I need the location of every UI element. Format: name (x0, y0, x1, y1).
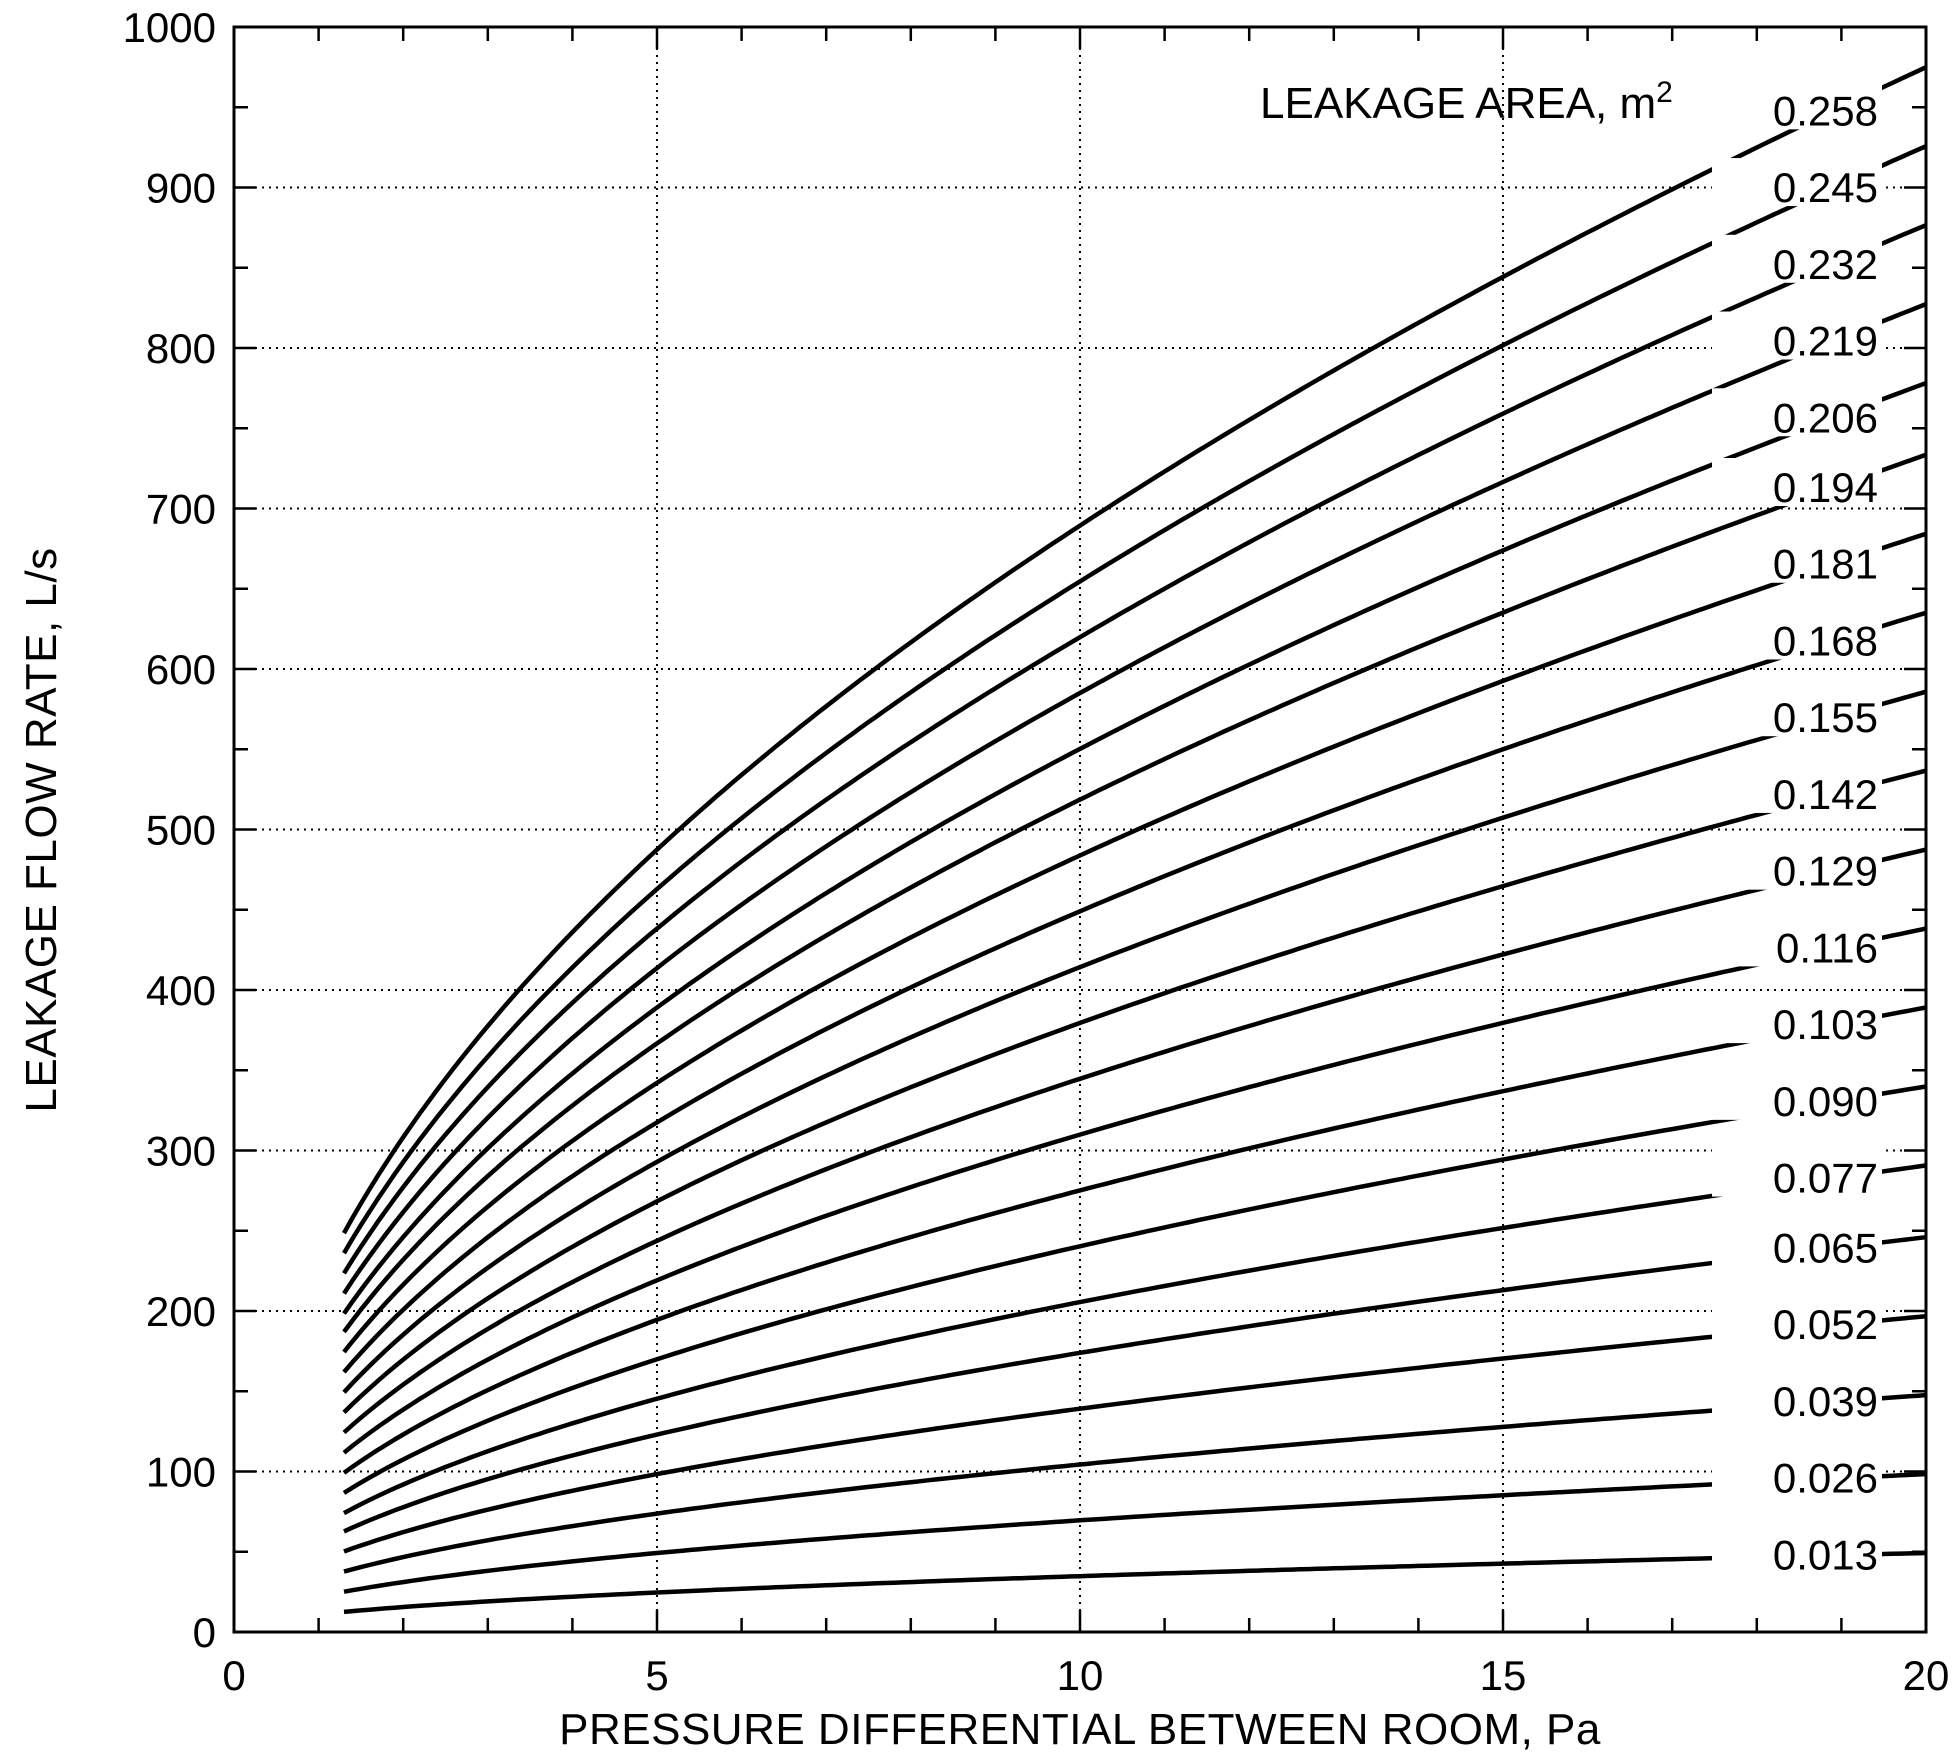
legend-title: LEAKAGE AREA, m2 (1260, 76, 1673, 128)
series-label: 0.039 (1773, 1378, 1878, 1425)
series-label-gap (1712, 764, 1882, 813)
x-tick-label: 10 (1057, 1652, 1104, 1699)
series-label: 0.219 (1773, 318, 1878, 365)
series-line (342, 1163, 1927, 1516)
y-axis-title: LEAKAGE FLOW RATE, L/s (17, 547, 66, 1112)
series-label: 0.194 (1773, 464, 1878, 511)
series-label-gap (1712, 311, 1882, 360)
series-label-gap (1712, 388, 1882, 437)
series-line (342, 689, 1927, 1394)
y-tick-label: 700 (146, 486, 216, 533)
series-label-gap (1712, 1148, 1882, 1197)
series-label: 0.026 (1773, 1455, 1878, 1502)
series-label-gap (1712, 918, 1882, 967)
series-label-gap (1712, 611, 1882, 660)
y-tick-label: 300 (146, 1128, 216, 1175)
series-label: 0.052 (1773, 1301, 1878, 1348)
series-label: 0.168 (1773, 617, 1878, 664)
series-line (342, 452, 1927, 1334)
series-label: 0.090 (1773, 1078, 1878, 1125)
series-label: 0.232 (1773, 241, 1878, 288)
series-line (343, 1550, 1927, 1615)
series-line (342, 1084, 1927, 1495)
series-label-gap (1712, 688, 1882, 737)
series-label: 0.258 (1773, 87, 1878, 134)
series-label: 0.077 (1773, 1155, 1878, 1202)
series-line (343, 1392, 1927, 1574)
x-tick-label: 0 (222, 1652, 245, 1699)
series-line (342, 302, 1927, 1295)
y-tick-label: 400 (146, 967, 216, 1014)
series-label: 0.129 (1773, 848, 1878, 895)
series-lines (342, 65, 1927, 1615)
series-line (342, 65, 1927, 1235)
series-label-gap (1712, 81, 1882, 130)
series-line (343, 1234, 1927, 1534)
series-label-gap (1712, 1525, 1882, 1574)
series-label: 0.103 (1773, 1001, 1878, 1048)
series-line (342, 926, 1927, 1455)
series-label: 0.155 (1773, 694, 1878, 741)
series-line (342, 1005, 1927, 1475)
series-label-gap (1712, 158, 1882, 207)
series-label: 0.116 (1776, 924, 1878, 971)
x-axis-title: PRESSURE DIFFERENTIAL BETWEEN ROOM, Pa (559, 1705, 1601, 1754)
series-label-gap (1712, 458, 1882, 507)
series-line (342, 610, 1927, 1374)
series-line (342, 144, 1927, 1255)
y-tick-label: 500 (146, 807, 216, 854)
series-label: 0.013 (1773, 1531, 1878, 1578)
series-line (342, 768, 1927, 1415)
series-label-gap (1712, 1218, 1882, 1267)
series-label: 0.245 (1773, 164, 1878, 211)
x-tick-label: 15 (1480, 1652, 1527, 1699)
y-tick-label: 800 (146, 325, 216, 372)
series-label: 0.142 (1773, 771, 1878, 818)
series-line (343, 1471, 1927, 1594)
y-tick-label: 900 (146, 165, 216, 212)
y-tick-label: 100 (146, 1449, 216, 1496)
series-label: 0.181 (1773, 541, 1878, 588)
plot-frame (232, 25, 1928, 1634)
series-label-gap (1712, 1071, 1882, 1120)
legend-title-text: LEAKAGE AREA, m (1260, 79, 1656, 128)
series-label-gap (1712, 234, 1882, 283)
series-labels: 0.258 0.245 0.232 0.219 0.206 0.194 0.181 0.168… (1712, 81, 1882, 1578)
series-label-gap (1712, 534, 1882, 583)
y-tick-label: 1000 (123, 4, 216, 51)
x-tick-label: 5 (645, 1652, 668, 1699)
series-label-gap (1712, 841, 1882, 890)
y-tick-label: 200 (146, 1288, 216, 1335)
series-line (342, 380, 1927, 1315)
series-label-gap (1712, 1448, 1882, 1497)
series-label-gap (1712, 995, 1882, 1044)
series-label-gap (1712, 1295, 1882, 1344)
series-label: 0.206 (1773, 394, 1878, 441)
series-line (343, 1313, 1927, 1554)
y-tick-label: 600 (146, 646, 216, 693)
series-label: 0.065 (1773, 1224, 1878, 1271)
series-label-gap (1712, 1371, 1882, 1420)
y-tick-label: 0 (193, 1609, 216, 1656)
x-tick-label: 20 (1903, 1652, 1950, 1699)
series-line (342, 531, 1927, 1354)
series-line (342, 847, 1927, 1435)
legend-title-superscript: 2 (1656, 76, 1673, 109)
series-line (342, 223, 1927, 1275)
